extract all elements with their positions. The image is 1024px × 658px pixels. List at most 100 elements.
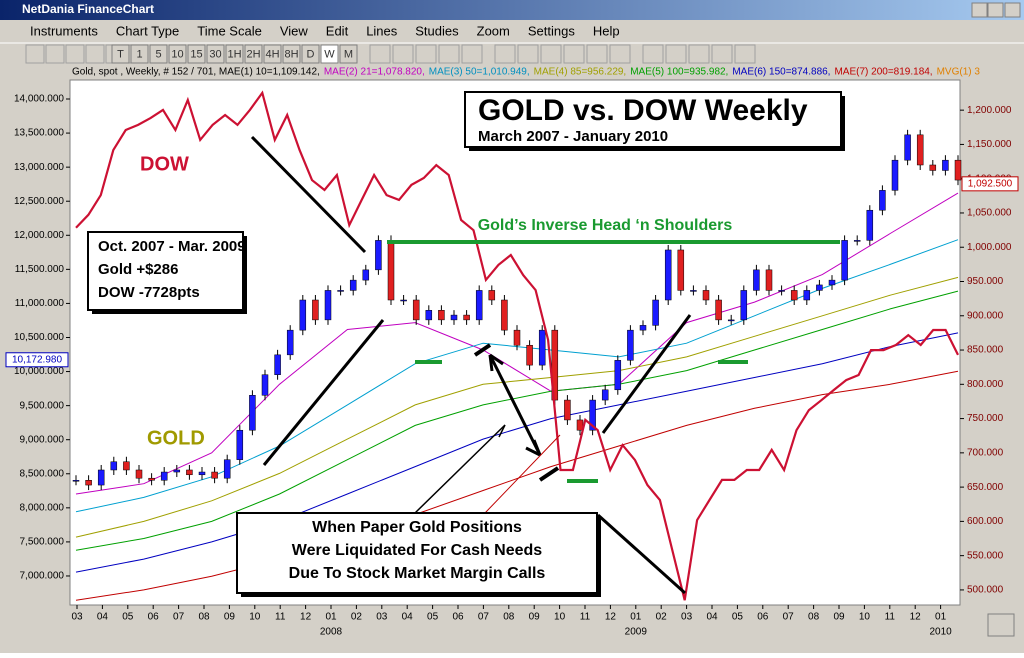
y-tick-label: 8,500.000	[20, 468, 65, 479]
annotation-line	[414, 424, 506, 514]
annotation-line	[525, 446, 541, 457]
x-tick-label: 04	[402, 612, 414, 623]
scroll-button[interactable]	[987, 613, 1015, 637]
toolbar-icon[interactable]	[734, 44, 756, 64]
y2-tick-label: 1,050.000	[967, 208, 1012, 219]
x-tick-label: 07	[173, 612, 185, 623]
annotation-line	[532, 439, 542, 456]
legend-item: Gold, spot , Weekly, # 152 / 701, MAE(1)…	[72, 67, 320, 78]
toolbar-icon[interactable]	[688, 44, 710, 64]
toolbar-button[interactable]	[149, 44, 168, 64]
candle	[954, 159, 962, 181]
window-buttons[interactable]	[971, 2, 1021, 18]
toolbar-icon[interactable]	[369, 44, 391, 64]
toolbar-button[interactable]	[301, 44, 320, 64]
toolbar-icon[interactable]	[65, 44, 85, 64]
x-tick-label: 10	[859, 612, 871, 623]
toolbar-icon[interactable]	[45, 44, 65, 64]
toolbar-button[interactable]	[282, 44, 301, 64]
toolbar-icon[interactable]	[609, 44, 631, 64]
menu-item[interactable]: Edit	[326, 23, 349, 38]
toolbar-icon[interactable]	[665, 44, 687, 64]
legend-item: MVG(1) 3	[937, 67, 981, 78]
toolbar-button[interactable]	[168, 44, 187, 64]
candle	[538, 329, 546, 366]
toolbar-icon[interactable]	[711, 44, 733, 64]
toolbar-button[interactable]	[225, 44, 244, 64]
menu-item[interactable]: Studies	[415, 23, 459, 38]
toolbar-button[interactable]	[206, 44, 225, 64]
toolbar-icon[interactable]	[586, 44, 608, 64]
year-label: 2008	[320, 627, 343, 638]
candle	[841, 240, 848, 281]
candle	[148, 477, 155, 481]
menu-item[interactable]: Help	[593, 23, 620, 38]
x-tick-label: 05	[427, 612, 439, 623]
candle	[312, 299, 319, 321]
menu-item[interactable]: Time Scale	[197, 23, 262, 38]
y-tick-label: 13,000.000	[14, 162, 64, 173]
candle	[463, 314, 470, 321]
x-tick-label: 06	[757, 612, 769, 623]
x-tick-label: 06	[148, 612, 160, 623]
candle	[778, 290, 785, 292]
menu-item[interactable]: View	[280, 23, 309, 38]
y2-tick-label: 750.000	[967, 413, 1004, 424]
candle	[816, 284, 823, 291]
menu-item[interactable]: Lines	[366, 23, 398, 38]
toolbar-icon[interactable]	[415, 44, 437, 64]
legend-item: MAE(6) 150=874.886,	[732, 67, 830, 78]
candle	[450, 314, 458, 321]
candle	[690, 290, 697, 292]
candle	[349, 279, 357, 291]
candle	[803, 290, 811, 301]
menu-item[interactable]: Settings	[528, 23, 575, 38]
toolbar-icon[interactable]	[438, 44, 460, 64]
toolbar-icon[interactable]	[392, 44, 414, 64]
candle	[97, 469, 105, 486]
candle	[677, 249, 685, 291]
y2-tick-label: 1,200.000	[967, 105, 1012, 116]
menu-item[interactable]: Instruments	[30, 23, 98, 38]
last-price-box	[961, 176, 1019, 192]
x-tick-label: 01	[935, 612, 947, 623]
menu-item[interactable]: Zoom	[477, 23, 510, 38]
toolbar-icon[interactable]	[461, 44, 483, 64]
y-tick-label: 9,000.000	[20, 434, 65, 445]
toolbar-icon[interactable]	[25, 44, 45, 64]
y2-tick-label: 1,150.000	[967, 139, 1012, 150]
annotation-text: Were Liquidated For Cash Needs	[292, 542, 543, 559]
toolbar-button[interactable]	[244, 44, 263, 64]
annotation-line	[262, 319, 385, 466]
toolbar-button[interactable]	[187, 44, 206, 64]
toolbar-icon[interactable]	[540, 44, 562, 64]
toolbar-button[interactable]	[111, 44, 130, 64]
candle	[627, 329, 634, 361]
toolbar-label: D	[307, 48, 315, 60]
candle	[501, 299, 508, 331]
last-price: 10,172.980	[12, 354, 62, 365]
y-tick-label: 7,000.000	[20, 571, 65, 582]
y2-tick-label: 500.000	[967, 585, 1004, 596]
toolbar-button[interactable]	[320, 44, 339, 64]
toolbar-icon[interactable]	[517, 44, 539, 64]
legend-item: MAE(4) 85=956.229,	[534, 67, 627, 78]
toolbar-icon[interactable]	[563, 44, 585, 64]
candle	[513, 329, 521, 346]
menu-item[interactable]: Chart Type	[116, 23, 179, 38]
toolbar-button[interactable]	[339, 44, 358, 64]
candle	[790, 290, 798, 301]
toolbar-icon[interactable]	[85, 44, 105, 64]
legend-item: MAE(5) 100=935.982,	[630, 67, 728, 78]
candle	[123, 461, 130, 471]
toolbar-icon[interactable]	[494, 44, 516, 64]
y-tick-label: 7,500.000	[20, 537, 65, 548]
year-label: 2010	[929, 627, 952, 638]
toolbar-button[interactable]	[263, 44, 282, 64]
candle	[753, 269, 760, 291]
toolbar-icon[interactable]	[642, 44, 664, 64]
toolbar-button[interactable]	[130, 44, 149, 64]
candle	[299, 299, 307, 331]
candle	[135, 469, 143, 479]
